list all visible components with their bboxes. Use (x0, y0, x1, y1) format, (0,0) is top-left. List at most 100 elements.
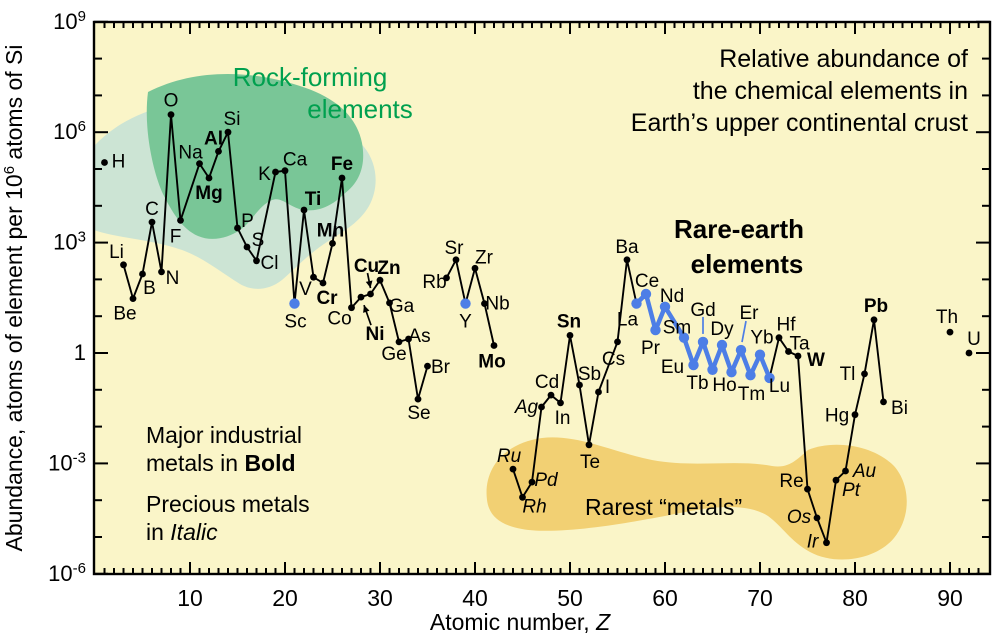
leader-arrowhead-Cu (365, 280, 373, 289)
chart-title-line-3: Earth’s upper continental crust (631, 109, 968, 137)
element-point-Ho (726, 367, 737, 378)
element-point-Hf (775, 334, 783, 342)
y-tick-label-1e3: 103 (53, 229, 86, 255)
x-tick-label-30: 30 (367, 585, 393, 611)
element-label-Cs: Cs (602, 349, 625, 370)
x-tick-label-10: 10 (177, 585, 203, 611)
element-point-Sr (452, 256, 460, 264)
element-label-Cd: Cd (535, 372, 559, 393)
element-point-Cs (614, 338, 621, 346)
element-point-Tm (745, 370, 756, 381)
element-label-Ho: Ho (712, 375, 736, 396)
element-label-Na: Na (178, 143, 203, 164)
element-point-Pr (650, 324, 661, 336)
element-label-Ga: Ga (389, 296, 415, 317)
element-label-Co: Co (327, 309, 351, 330)
element-label-Pb: Pb (864, 296, 888, 317)
x-tick-label-80: 80 (842, 585, 868, 611)
element-label-Pd: Pd (534, 470, 559, 491)
element-label-Mo: Mo (478, 352, 505, 373)
element-label-Al: Al (204, 128, 223, 149)
element-label-Pr: Pr (641, 338, 661, 359)
element-label-Rh: Rh (522, 496, 546, 517)
element-label-Ta: Ta (789, 334, 810, 355)
element-point-S (243, 243, 251, 251)
element-label-Nd: Nd (660, 286, 684, 307)
note-precious-line-1: Precious metals (146, 491, 310, 517)
element-point-Sc (289, 298, 300, 309)
element-label-Sm: Sm (663, 318, 692, 339)
plot-frame (92, 20, 992, 576)
element-point-As (405, 335, 412, 343)
element-label-S: S (252, 230, 265, 251)
element-label-W: W (807, 350, 825, 371)
element-point-Cl (253, 257, 260, 265)
element-label-O: O (164, 91, 179, 112)
y-tick-label-1e0: 1 (74, 340, 86, 365)
element-label-F: F (170, 226, 182, 247)
element-label-Tl: Tl (840, 364, 856, 385)
element-point-Te (585, 441, 593, 449)
element-label-Ba: Ba (615, 237, 639, 258)
element-point-N (158, 268, 165, 276)
element-point-Ba (623, 256, 631, 264)
element-label-Si: Si (224, 109, 241, 130)
element-label-Au: Au (852, 461, 877, 482)
chart-title-line-1: Relative abundance of (719, 45, 968, 73)
element-label-H: H (112, 152, 126, 173)
element-point-Al (215, 148, 222, 155)
note-major-line-2: metals in Bold (146, 450, 296, 476)
element-point-Fe (338, 174, 346, 182)
element-label-Ti: Ti (305, 189, 322, 210)
element-label-La: La (617, 310, 639, 331)
element-label-U: U (967, 329, 981, 350)
element-label-I: I (605, 377, 610, 398)
element-point-Sb (576, 381, 583, 389)
element-label-Sn: Sn (557, 311, 581, 332)
element-label-Ru: Ru (497, 446, 522, 467)
element-point-Re (804, 485, 811, 493)
element-point-Th (946, 328, 954, 336)
element-label-Tb: Tb (686, 373, 708, 394)
element-point-Eu (688, 359, 699, 371)
element-point-Tl (861, 370, 868, 378)
element-label-Te: Te (580, 452, 600, 473)
element-point-Na (196, 160, 203, 168)
element-point-Ce (640, 288, 652, 300)
element-point-La (631, 298, 642, 309)
element-point-Se (414, 395, 422, 403)
element-point-Ti (300, 206, 308, 214)
element-point-Ag (538, 403, 545, 411)
element-point-Pd (528, 478, 536, 486)
element-label-Rb: Rb (422, 272, 446, 293)
element-label-Os: Os (787, 507, 812, 528)
element-point-Ca (281, 167, 289, 175)
element-label-Zr: Zr (475, 247, 494, 268)
element-label-Ge: Ge (381, 344, 406, 365)
element-point-Ni (357, 293, 365, 301)
element-label-K: K (258, 164, 271, 185)
element-point-Ir (823, 539, 830, 547)
series-line-black-2 (445, 258, 495, 346)
element-point-Lu (764, 372, 775, 384)
element-label-Er: Er (740, 303, 760, 324)
element-point-Be (129, 295, 137, 302)
element-point-Nd (659, 301, 671, 312)
element-point-C (148, 218, 156, 226)
leader-line-Er (741, 320, 747, 343)
element-label-Ir: Ir (807, 532, 819, 553)
element-point-In (557, 399, 564, 407)
element-point-Li (120, 261, 127, 269)
element-point-Zn (376, 276, 384, 284)
element-label-Hf: Hf (777, 315, 797, 336)
element-point-Cr (319, 279, 327, 287)
element-point-Mg (205, 174, 213, 182)
note-major-line-1: Major industrial (146, 422, 302, 448)
x-tick-label-50: 50 (557, 585, 583, 611)
element-point-Dy (716, 339, 728, 351)
y-tick-label-1e6: 106 (53, 118, 86, 144)
element-label-Ce: Ce (635, 271, 659, 292)
element-label-Sr: Sr (445, 238, 465, 259)
